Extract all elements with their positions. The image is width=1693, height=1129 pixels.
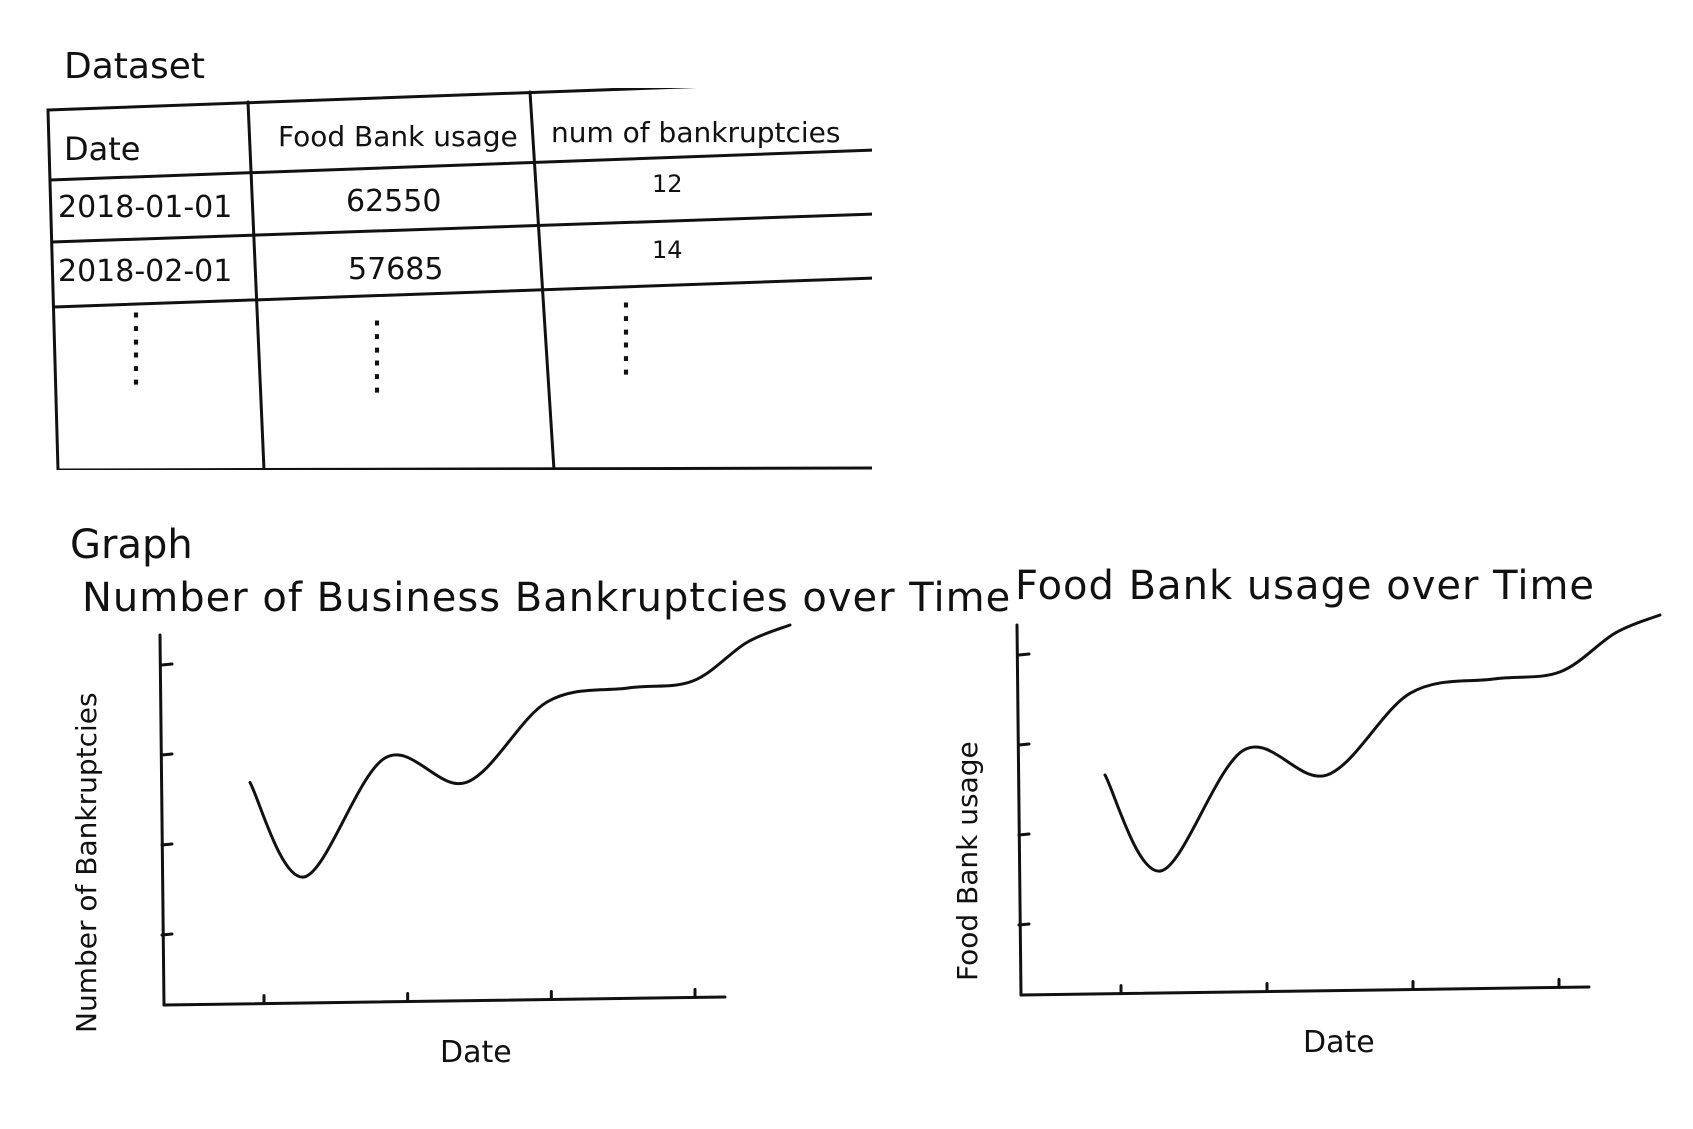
chart-plot — [1015, 613, 1662, 997]
food-bank-chart: Food Bank usage over Time Date Food Bank… — [915, 563, 1685, 1085]
chart-title: Number of Business Bankruptcies over Tim… — [82, 575, 1012, 621]
graph-heading: Graph — [70, 522, 193, 568]
table-outer-border — [46, 88, 872, 470]
table-ellipsis: ⋮ — [116, 345, 156, 391]
table-row-line — [52, 276, 872, 309]
table-cell-bankruptcies: 12 — [652, 170, 683, 198]
table-cell-food-bank: 57685 — [348, 252, 444, 287]
x-axis-label: Date — [1303, 1025, 1375, 1060]
table-cell-date: 2018-01-01 — [58, 190, 233, 225]
y-axis-line — [158, 633, 166, 1007]
table-ellipsis: ⋮ — [606, 295, 646, 341]
x-axis-line — [1019, 985, 1591, 997]
series-line — [1103, 613, 1662, 873]
x-axis-label: Date — [440, 1035, 512, 1070]
y-axis-tick — [1017, 922, 1031, 927]
y-axis-label: Number of Bankruptcies — [70, 692, 103, 1033]
table-ellipsis: ⋮ — [357, 313, 397, 359]
y-axis-tick — [160, 842, 174, 847]
y-axis-label: Food Bank usage — [951, 741, 984, 981]
y-axis-tick — [160, 752, 174, 757]
y-axis-tick — [160, 662, 174, 667]
table-row-line — [50, 212, 872, 244]
table-row-line — [48, 148, 872, 182]
data-table: Date Food Bank usage num of bankruptcies… — [46, 88, 872, 470]
y-axis-tick — [1017, 652, 1031, 657]
table-ellipsis: ⋮ — [357, 353, 397, 399]
table-cell-food-bank: 62550 — [346, 184, 442, 219]
table-ellipsis: ⋮ — [116, 305, 156, 351]
x-axis-line — [162, 995, 727, 1007]
table-header-bankruptcies: num of bankruptcies — [551, 116, 841, 149]
table-cell-bankruptcies: 14 — [652, 236, 683, 264]
chart-title: Food Bank usage over Time — [1015, 563, 1596, 609]
dataset-heading: Dataset — [64, 46, 205, 87]
series-line — [248, 623, 792, 879]
table-header-date: Date — [64, 130, 141, 168]
bankruptcies-chart: Number of Business Bankruptcies over Tim… — [60, 575, 1010, 1085]
table-col-line — [528, 90, 556, 470]
table-col-line — [246, 100, 266, 470]
y-axis-tick — [1017, 742, 1031, 747]
y-axis-tick — [160, 932, 174, 937]
table-header-food-bank: Food Bank usage — [278, 120, 518, 153]
y-axis-tick — [1017, 832, 1031, 837]
table-grid — [46, 88, 872, 470]
table-ellipsis: ⋮ — [606, 335, 646, 381]
table-cell-date: 2018-02-01 — [58, 254, 233, 289]
chart-plot — [158, 623, 792, 1007]
y-axis-line — [1015, 623, 1023, 997]
